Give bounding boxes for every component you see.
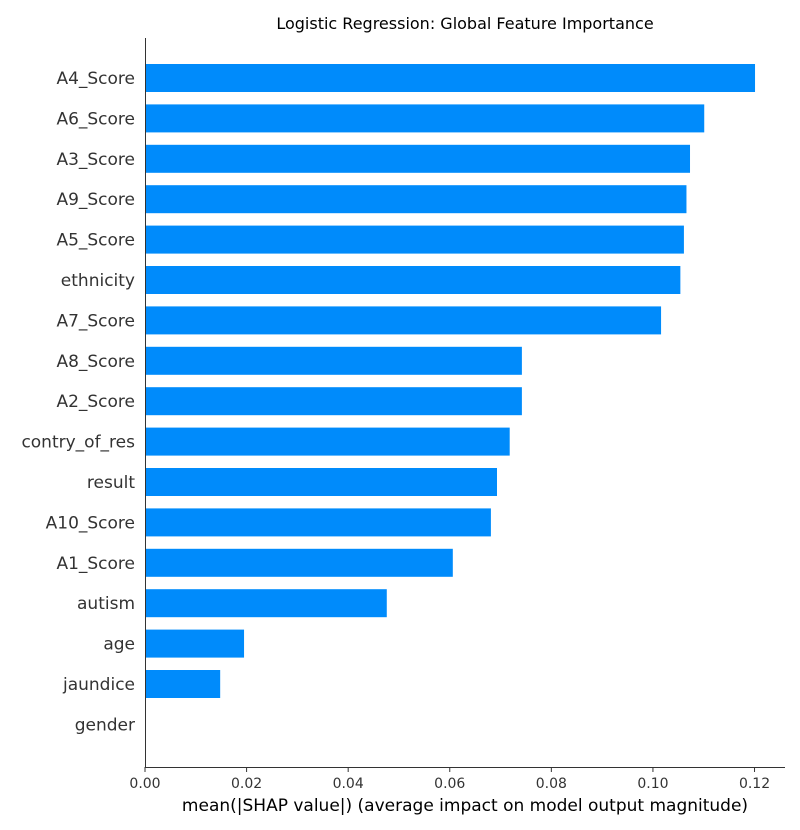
category-label: A6_Score: [56, 109, 135, 129]
x-tick-label: 0.12: [739, 776, 770, 792]
bar-jaundice: [145, 670, 221, 698]
category-label: jaundice: [62, 675, 135, 695]
category-label: A1_Score: [56, 554, 135, 574]
bar-A2_Score: [145, 387, 522, 416]
category-label: A4_Score: [56, 69, 135, 89]
category-labels: A4_Score A6_Score A3_Score A9_Score A5_Score…: [21, 69, 135, 735]
bar-A6_Score: [145, 104, 705, 133]
x-tick-label: 0.02: [231, 776, 262, 792]
bars-group: [145, 64, 756, 698]
x-tick-label: 0.04: [333, 776, 364, 792]
category-label: A7_Score: [56, 311, 135, 331]
category-label: A10_Score: [46, 513, 135, 533]
chart-title: Logistic Regression: Global Feature Impo…: [276, 14, 653, 33]
x-axis-label: mean(|SHAP value|) (average impact on mo…: [182, 796, 748, 816]
bar-A1_Score: [145, 548, 453, 577]
bar-A9_Score: [145, 185, 687, 214]
category-label: contry_of_res: [21, 433, 135, 453]
bar-A3_Score: [145, 144, 691, 173]
x-tick-label: 0.06: [434, 776, 465, 792]
category-label: A3_Score: [56, 150, 135, 170]
category-label: A9_Score: [56, 190, 135, 210]
x-tick-label: 0.08: [536, 776, 567, 792]
category-label: age: [103, 635, 135, 655]
category-label: A2_Score: [56, 392, 135, 412]
category-label: result: [87, 473, 135, 493]
bar-A7_Score: [145, 306, 662, 335]
bar-A10_Score: [145, 508, 491, 537]
category-label: autism: [77, 594, 135, 614]
bar-ethnicity: [145, 266, 681, 294]
x-tick-label: 0.00: [129, 776, 160, 792]
bar-A8_Score: [145, 346, 522, 375]
bar-autism: [145, 589, 387, 618]
bar-contry_of_res: [145, 427, 510, 456]
bar-A4_Score: [145, 64, 756, 92]
bar-result: [145, 468, 497, 496]
category-label: gender: [75, 715, 135, 735]
bar-age: [145, 629, 245, 658]
bar-A5_Score: [145, 225, 684, 254]
x-tick-label: 0.10: [637, 776, 668, 792]
category-label: ethnicity: [61, 271, 135, 291]
category-label: A8_Score: [56, 352, 135, 372]
category-label: A5_Score: [56, 231, 135, 251]
x-ticks: 0.00 0.02 0.04 0.06 0.08 0.10 0.12: [129, 767, 770, 792]
